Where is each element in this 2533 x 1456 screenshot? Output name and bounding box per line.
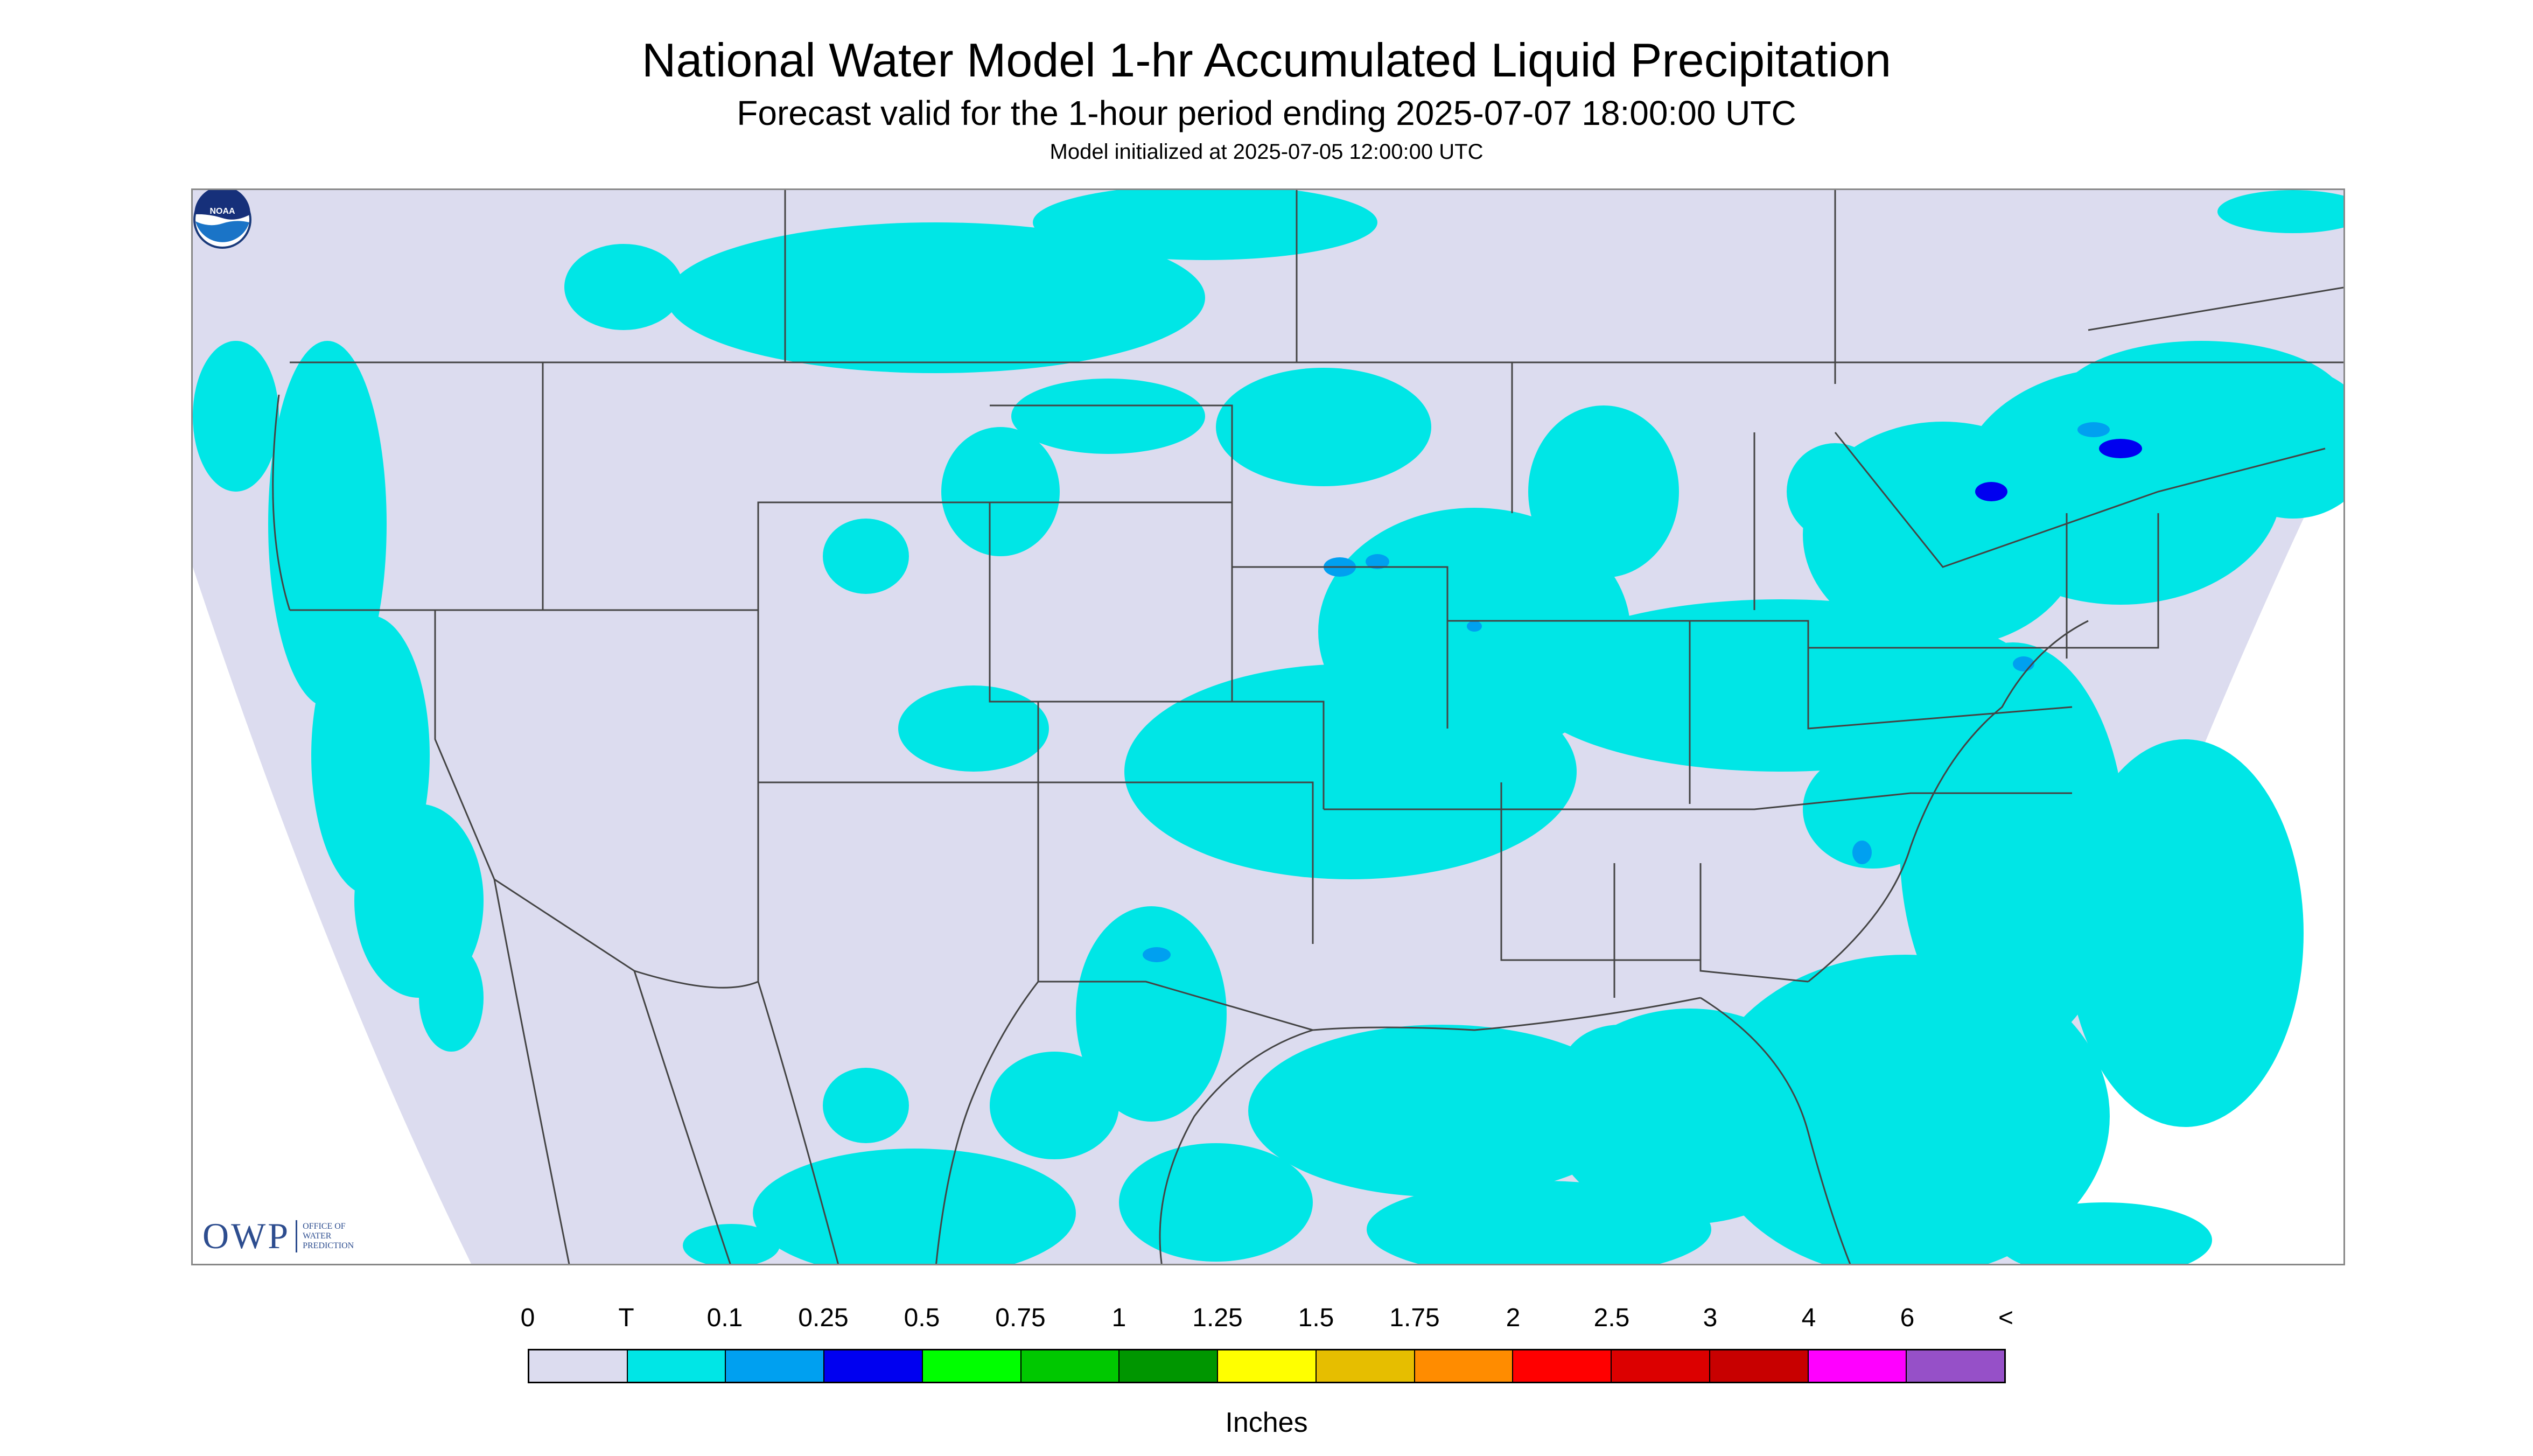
owp-logo-divider [296,1220,298,1252]
svg-text:NOAA: NOAA [209,207,235,216]
noaa-logo: NOAA [193,190,251,249]
owp-logo: OWP OFFICE OF WATER PREDICTION [202,1215,354,1257]
legend-label: 3 [1703,1304,1718,1332]
legend-label: 0.5 [904,1304,940,1332]
legend-label: 6 [1900,1304,1915,1332]
legend-label: 1.5 [1298,1304,1334,1332]
legend-label: 1.25 [1192,1304,1243,1332]
legend-swatch [1119,1350,1219,1382]
legend-swatch [1218,1350,1317,1382]
legend-swatch [922,1350,1021,1382]
legend-label: < [1998,1304,2014,1332]
map-title: National Water Model 1-hr Accumulated Li… [641,33,1892,87]
legend-label: 1.75 [1389,1304,1440,1332]
state-boundaries [272,190,2343,1264]
legend-label: 0.75 [995,1304,1046,1332]
legend-color-bar [528,1349,2006,1383]
precip-heavy-areas [1143,422,2142,962]
legend-label: 4 [1801,1304,1816,1332]
legend-swatch [627,1350,726,1382]
legend-swatch [1021,1350,1120,1382]
legend-swatch [1612,1350,1710,1382]
owp-logo-words: OFFICE OF WATER PREDICTION [303,1221,354,1250]
legend-label: T [618,1304,634,1332]
legend-units: Inches [1225,1407,1308,1438]
legend-swatch [1808,1350,1907,1382]
legend-swatch [529,1350,628,1382]
legend-swatch [1316,1350,1415,1382]
legend-label: 2 [1506,1304,1521,1332]
legend-swatch [1710,1350,1809,1382]
legend-label: 0 [520,1304,535,1332]
legend-label: 2.5 [1593,1304,1630,1332]
legend-swatch [1907,1350,2005,1382]
map-canvas [193,190,2343,1264]
precip-trace-areas [193,190,2343,1264]
legend-label: 1 [1111,1304,1126,1332]
legend-swatch [726,1350,825,1382]
map-subtitle: Forecast valid for the 1-hour period end… [737,94,1796,132]
legend-label: 0.25 [798,1304,849,1332]
legend-label: 0.1 [706,1304,743,1332]
owp-logo-letters: OWP [202,1215,291,1256]
precipitation-map: OWP OFFICE OF WATER PREDICTION NOAA [191,188,2345,1265]
legend-swatch [824,1350,923,1382]
legend-swatch [1513,1350,1612,1382]
model-init-time: Model initialized at 2025-07-05 12:00:00… [1049,140,1484,164]
legend-labels: 0 T 0.1 0.25 0.5 0.75 1 1.25 1.5 1.75 2 2.5 3 4 6 < [0,1303,2533,1335]
legend-swatch [1415,1350,1514,1382]
